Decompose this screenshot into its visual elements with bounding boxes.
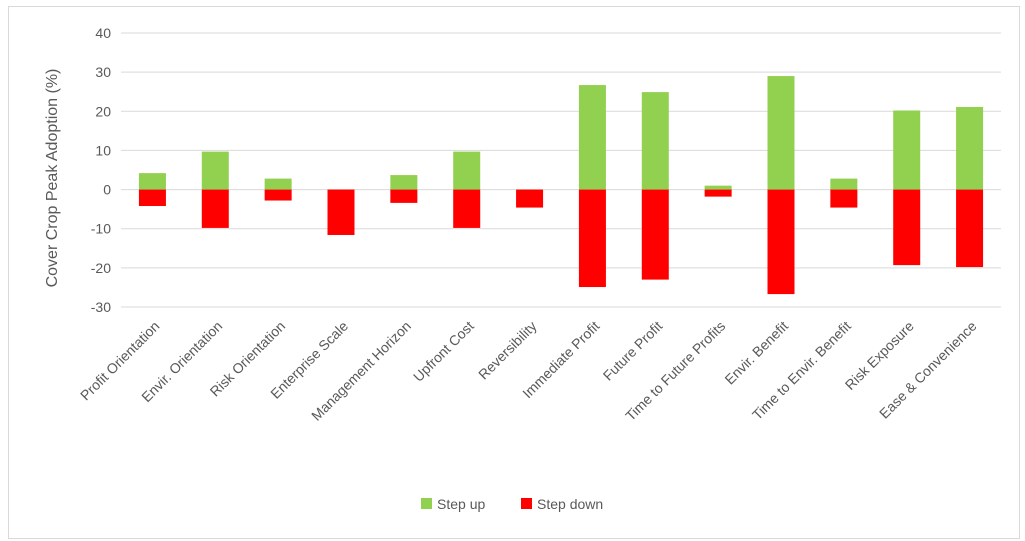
step-up-bar <box>704 185 732 190</box>
legend-swatch-step-down <box>521 498 532 509</box>
x-category-label: Reversibility <box>475 318 540 383</box>
step-up-bar <box>641 92 669 190</box>
y-axis-title: Cover Crop Peak Adoption (%) <box>44 69 61 288</box>
step-up-bar <box>830 178 858 190</box>
y-axis-tick-labels: 40 30 20 10 0 -10 -20 -30 <box>91 25 111 315</box>
step-down-bar <box>516 189 544 208</box>
legend: Step up Step down <box>421 496 603 512</box>
step-up-bar <box>767 76 795 190</box>
step-down-bar <box>641 189 669 280</box>
step-down-bar <box>264 189 292 201</box>
step-down-bar <box>704 189 732 197</box>
legend-label-step-down: Step down <box>537 496 603 512</box>
step-up-bar <box>578 85 606 190</box>
y-tick-label: -30 <box>91 299 111 315</box>
x-category-label: Upfront Cost <box>410 318 477 385</box>
step-up-bar <box>453 151 481 190</box>
y-tick-label: 30 <box>95 64 111 80</box>
step-down-bar <box>138 189 166 207</box>
step-down-bar <box>453 189 481 228</box>
step-down-bar <box>893 189 921 266</box>
step-down-bar <box>830 189 858 208</box>
step-up-bar <box>201 151 229 190</box>
gridlines <box>121 32 1001 308</box>
step-down-bar <box>767 189 795 295</box>
x-category-label: Envir. Benefit <box>721 318 791 388</box>
step-up-bar <box>956 106 984 190</box>
y-tick-label: 20 <box>95 103 111 119</box>
y-tick-label: 10 <box>95 142 111 158</box>
step-down-bar <box>956 189 984 268</box>
step-up-bar <box>893 110 921 190</box>
y-tick-label: -10 <box>91 221 111 237</box>
step-up-bar <box>264 178 292 190</box>
step-down-bar <box>390 189 418 203</box>
chart-frame: 40 30 20 10 0 -10 -20 -30 Profit Orientation Env… <box>8 6 1020 539</box>
y-tick-label: -20 <box>91 260 111 276</box>
step-down-bar <box>578 189 606 288</box>
legend-swatch-step-up <box>421 498 432 509</box>
step-down-bar <box>201 189 229 228</box>
step-up-bar <box>390 175 418 190</box>
y-tick-label: 0 <box>103 182 111 198</box>
bars <box>138 76 984 295</box>
legend-label-step-up: Step up <box>437 496 485 512</box>
step-down-bar <box>327 189 355 235</box>
bar-chart: 40 30 20 10 0 -10 -20 -30 Profit OrientationEnv… <box>44 25 1001 512</box>
y-tick-label: 40 <box>95 25 111 41</box>
step-up-bar <box>138 173 166 190</box>
x-category-label: Future Profit <box>600 318 666 384</box>
